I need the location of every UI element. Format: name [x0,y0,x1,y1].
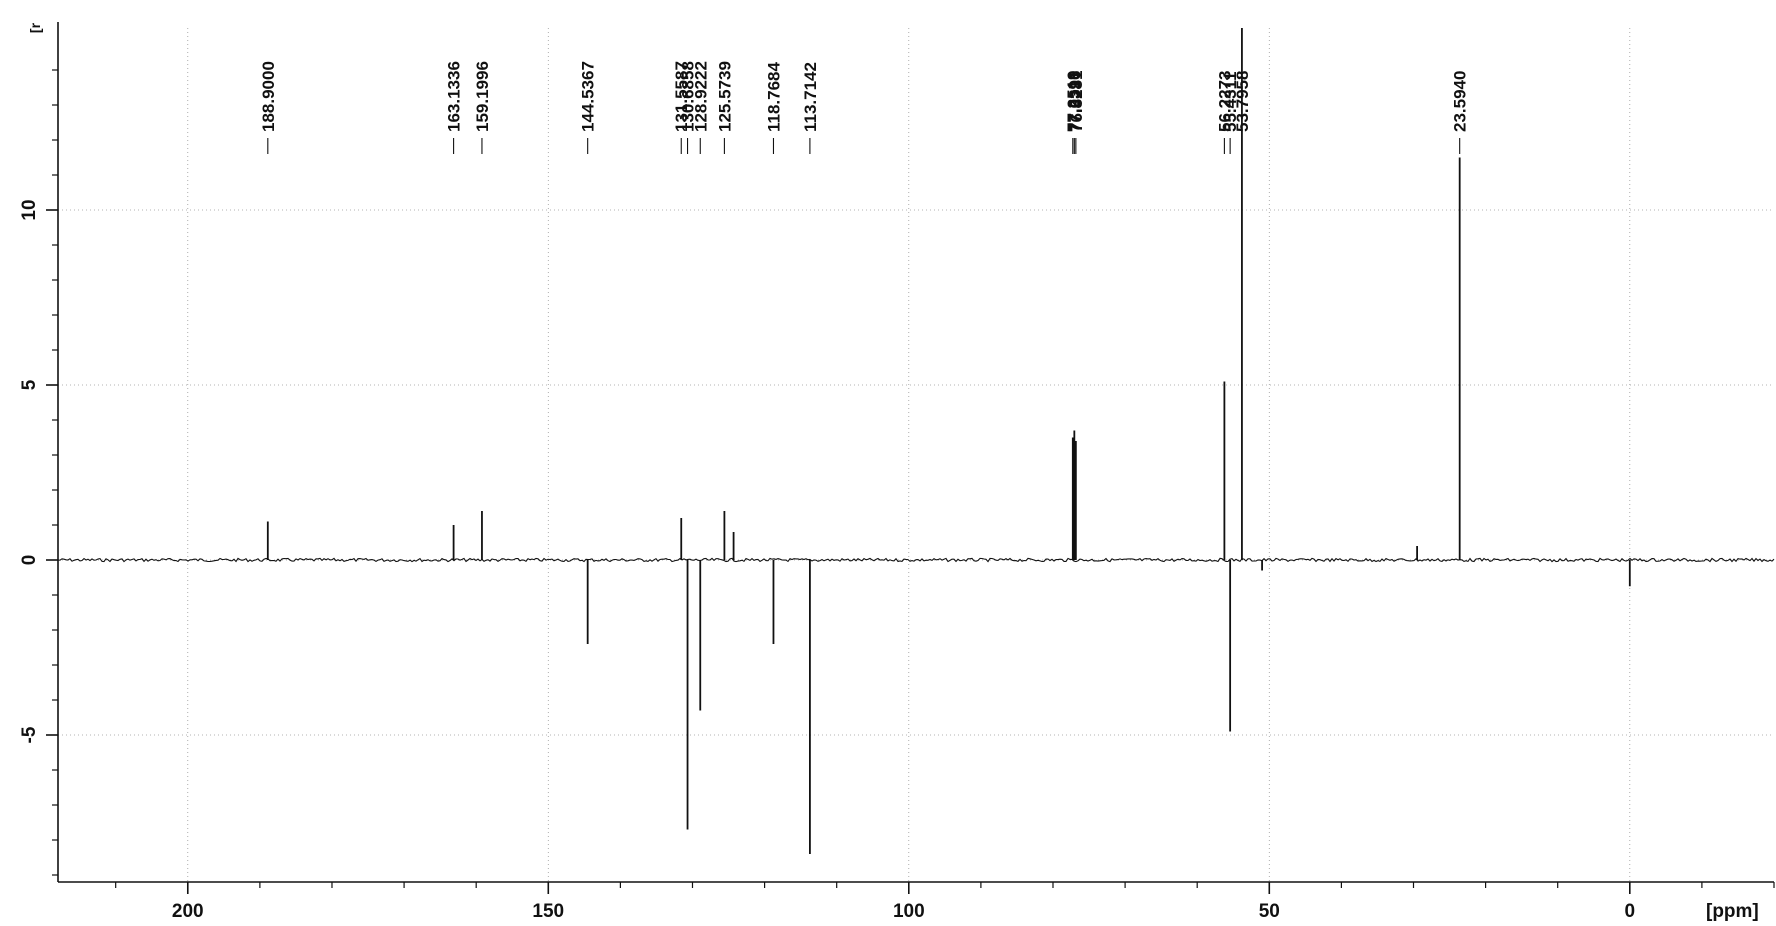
x-tick-label: 0 [1625,901,1636,922]
peak-label: 56.2273 [1215,71,1234,132]
y-tick-label: 5 [19,379,40,390]
peak-label: 159.1996 [473,61,492,132]
y-tick-label: 10 [19,199,40,220]
peak-label: 23.5940 [1451,71,1470,132]
peak-label: 163.1336 [445,61,464,132]
peak-label: 125.5739 [715,61,734,132]
baseline-trace [57,557,1775,563]
peak-labels: 188.9000 163.1336 159.1996 144.5367 131.5587… [259,61,1470,154]
x-tick-label: 50 [1259,901,1280,922]
peak-label: 53.7958 [1233,71,1252,132]
x-tick-label: 200 [172,901,204,922]
peak-label: 144.5367 [579,61,598,132]
y-tick-label: 0 [19,555,40,566]
peak-label: 77.2519 [1064,71,1083,132]
peak-label: 55.4311 [1221,71,1240,132]
peak-label: 118.7684 [764,61,783,132]
y-tick-label: -5 [19,726,40,743]
y-axis-unit-label: [r [27,22,43,33]
peak-series [266,28,1631,854]
x-tick-label: 150 [532,901,564,922]
peak-label: 188.9000 [259,61,278,132]
x-tick-label: 100 [893,901,925,922]
peak-label: 130.6858 [679,61,698,132]
peak-label: 131.5587 [672,61,691,132]
x-axis-unit-label: [ppm] [1706,901,1759,922]
peak-label: 113.7142 [801,62,820,132]
peak-label: 77.0396 [1065,71,1084,132]
spectrum-baseline [57,557,1775,563]
peak-label: 76.8281 [1067,71,1086,132]
peak-label: 128.9222 [691,61,710,132]
